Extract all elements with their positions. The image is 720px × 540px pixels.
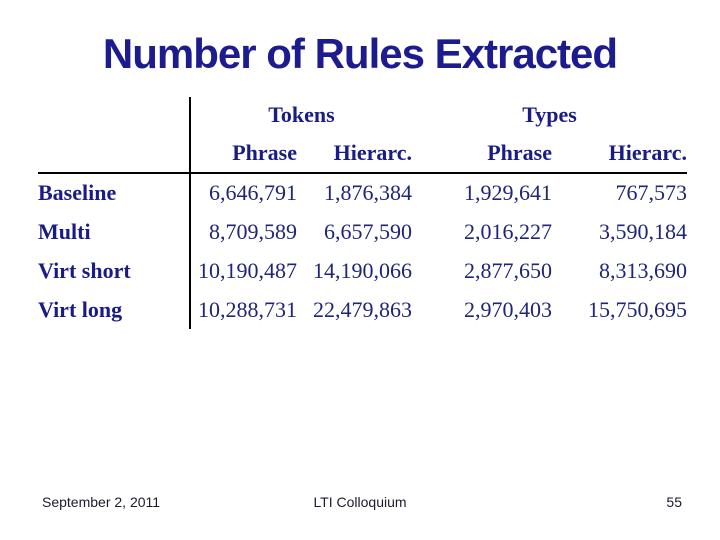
row-label: Baseline xyxy=(38,180,117,205)
cell-value: 15,750,695 xyxy=(588,296,687,322)
table-row-virt-short: Virt short 10,190,487 14,190,066 2,877,6… xyxy=(38,251,687,290)
cell-value: 767,573 xyxy=(615,180,688,205)
cell-value: 10,288,731 xyxy=(189,290,297,329)
table-row-baseline: Baseline 6,646,791 1,876,384 1,929,641 7… xyxy=(38,173,687,212)
cell-value: 6,646,791 xyxy=(189,173,297,212)
row-label: Virt short xyxy=(38,257,131,283)
cell-value: 8,709,589 xyxy=(189,212,297,251)
table-row-virt-long: Virt long 10,288,731 22,479,863 2,970,40… xyxy=(38,290,687,329)
col-group-types: Types xyxy=(522,102,577,127)
footer-venue: LTI Colloquium xyxy=(313,494,407,510)
cell-value: 10,190,487 xyxy=(189,251,297,290)
footer-date: September 2, 2011 xyxy=(42,494,161,510)
table-subheader-row: Phrase Hierarc. Phrase Hierarc. xyxy=(38,133,687,174)
slide-title: Number of Rules Extracted xyxy=(102,30,618,77)
rules-table: Tokens Types Phrase Hierarc. Phrase Hier… xyxy=(38,97,687,329)
cell-value: 14,190,066 xyxy=(313,257,412,283)
col-group-tokens: Tokens xyxy=(189,97,412,133)
cell-value: 2,970,403 xyxy=(464,296,552,322)
corner-cell xyxy=(38,97,190,133)
cell-value: 1,876,384 xyxy=(324,180,412,205)
table-group-header-row: Tokens Types xyxy=(38,97,687,133)
cell-value: 2,877,650 xyxy=(464,257,552,283)
cell-value: 8,313,690 xyxy=(599,257,687,283)
cell-value: 2,016,227 xyxy=(464,218,552,244)
col-header-tokens-hierarc: Hierarc. xyxy=(297,133,412,174)
table-row-multi: Multi 8,709,589 6,657,590 2,016,227 3,59… xyxy=(38,212,687,251)
cell-value: 22,479,863 xyxy=(313,296,412,322)
col-header-tokens-phrase: Phrase xyxy=(189,133,297,174)
row-label: Virt long xyxy=(38,296,123,322)
cell-value: 1,929,641 xyxy=(464,180,552,205)
cell-value: 3,590,184 xyxy=(599,218,687,244)
footer-slide-number: 55 xyxy=(666,494,682,510)
cell-value: 6,657,590 xyxy=(324,218,412,244)
row-label: Multi xyxy=(38,218,91,244)
corner-cell xyxy=(38,133,190,174)
col-header-types-phrase: Phrase xyxy=(412,133,552,174)
col-header-types-hierarc: Hierarc. xyxy=(552,133,687,174)
